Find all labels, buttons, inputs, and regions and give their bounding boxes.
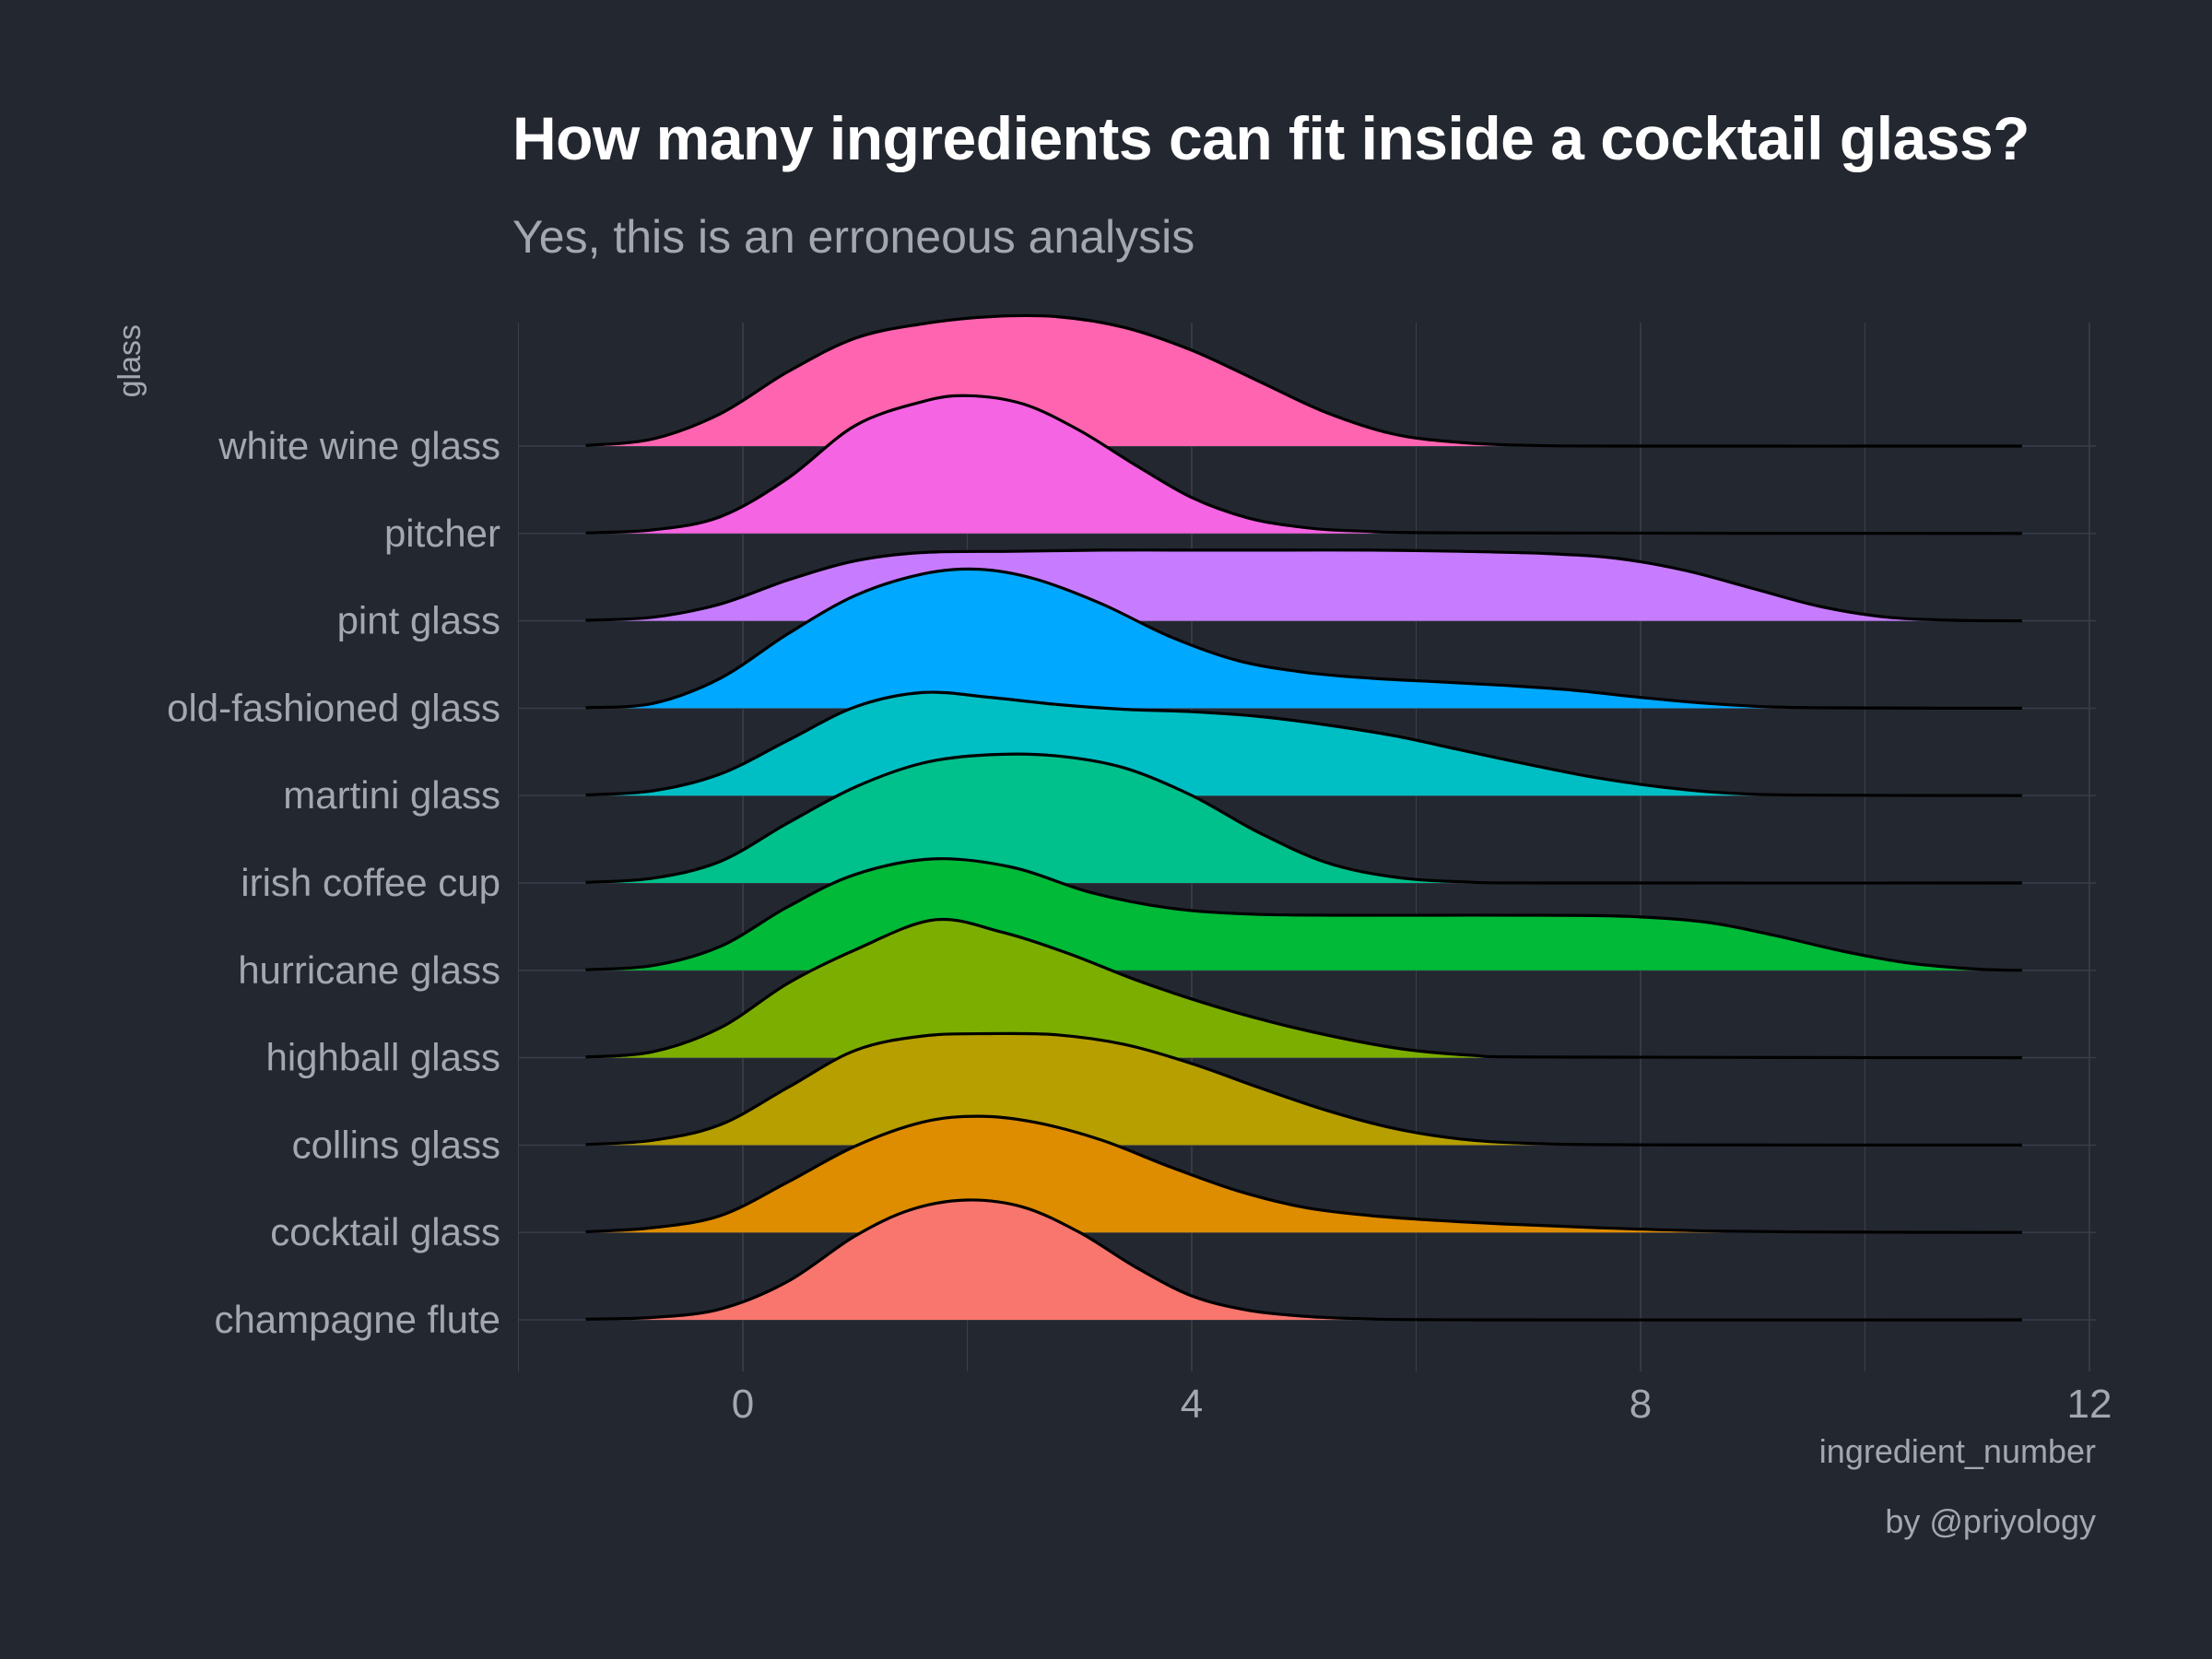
ridge-fill-pint-glass	[585, 549, 2022, 621]
chart-caption: by @priyology	[1885, 1502, 2096, 1540]
y-tick-label: white wine glass	[218, 424, 500, 467]
ridge-outline-irish-coffee-cup	[585, 752, 2022, 885]
ridge-highball-glass	[585, 917, 2022, 1060]
chart-title: How many ingredients can fit inside a co…	[512, 104, 2030, 172]
ridge-pint-glass	[585, 548, 2022, 623]
x-axis-title: ingredient_number	[1819, 1432, 2096, 1470]
chart-subtitle: Yes, this is an erroneous analysis	[512, 211, 1195, 263]
ridge-outline-champagne-flute	[585, 1198, 2022, 1322]
ridge-irish-coffee-cup	[585, 752, 2022, 885]
ridge-fill-highball-glass	[585, 919, 2022, 1058]
ridge-old-fashioned-glass	[585, 567, 2022, 710]
x-tick-label: 0	[732, 1382, 754, 1427]
x-tick-label: 8	[1630, 1382, 1652, 1427]
ridge-outline-old-fashioned-glass	[585, 567, 2022, 710]
y-axis-title: glass	[112, 324, 147, 397]
axis-labels: glass ingredient_number champagne flute c…	[112, 324, 2112, 1470]
y-tick-label: pint glass	[337, 599, 500, 642]
ridge-white-wine-glass	[585, 313, 2022, 448]
ridge-outline-pint-glass	[585, 548, 2022, 623]
ridge-fill-champagne-flute	[585, 1199, 2022, 1321]
ridge-outline-highball-glass	[585, 917, 2022, 1060]
y-tick-label: cocktail glass	[270, 1210, 500, 1253]
y-tick-label: collins glass	[292, 1123, 500, 1166]
ridge-outline-white-wine-glass	[585, 313, 2022, 448]
ridge-fill-old-fashioned-glass	[585, 569, 2022, 709]
ridge-fill-white-wine-glass	[585, 315, 2022, 447]
y-tick-label: hurricane glass	[238, 948, 500, 992]
ridge-fill-irish-coffee-cup	[585, 754, 2022, 884]
y-tick-label: highball glass	[265, 1036, 500, 1079]
ridge-outline-martini-glass	[585, 690, 2022, 797]
x-tick-label: 4	[1181, 1382, 1203, 1427]
ridge-fill-pitcher	[585, 395, 2022, 534]
density-ridges	[585, 313, 2022, 1322]
ridge-outline-pitcher	[585, 394, 2022, 535]
ridge-champagne-flute	[585, 1198, 2022, 1322]
ridge-outline-hurricane-glass	[585, 857, 2022, 972]
y-tick-label: pitcher	[384, 512, 500, 555]
ridge-pitcher	[585, 394, 2022, 535]
y-tick-label: champagne flute	[214, 1298, 500, 1341]
y-tick-label: martini glass	[283, 773, 500, 817]
y-tick-label: irish coffee cup	[241, 861, 500, 904]
x-tick-label: 12	[2067, 1382, 2112, 1427]
ridge-outline-cocktail-glass	[585, 1114, 2022, 1234]
ridge-outline-collins-glass	[585, 1031, 2022, 1147]
y-tick-label: old-fashioned glass	[167, 686, 500, 729]
